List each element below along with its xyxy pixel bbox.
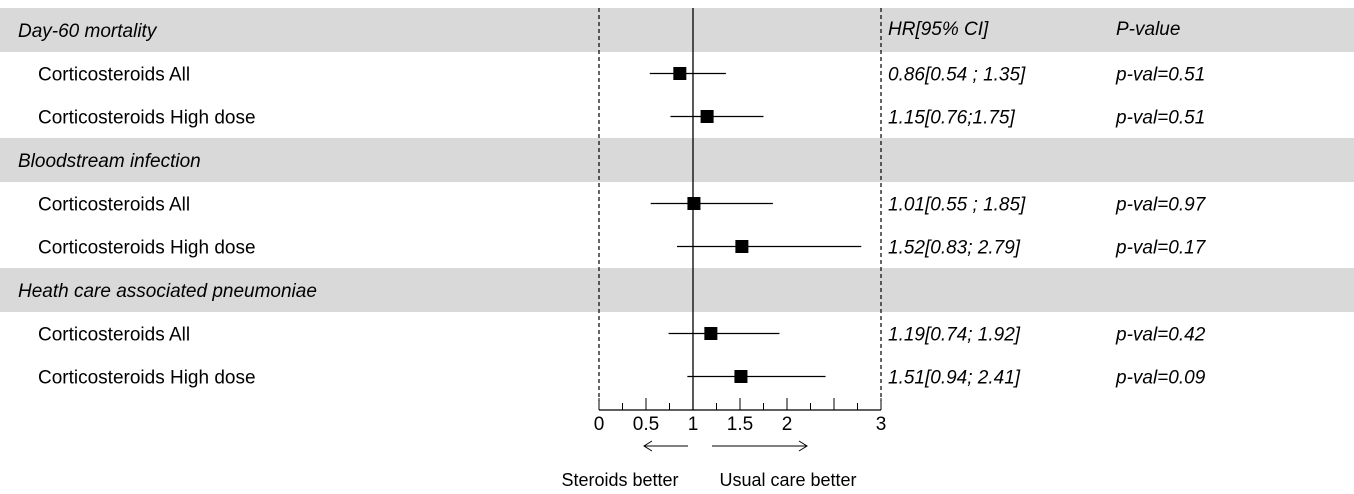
direction-left-label: Steroids better [561,470,678,490]
p-value-text: p-val=0.51 [1115,65,1205,86]
row-label: Corticosteroids All [38,65,190,86]
right-arrow-head [798,440,808,452]
direction-right-label: Usual care better [719,470,856,490]
x-axis: 0 0.5 1 1.5 2 3 [594,398,887,452]
group-band [0,8,1354,52]
p-value-text: p-val=0.17 [1115,238,1207,259]
hr-marker [673,67,687,80]
p-value-text: p-val=0.51 [1115,108,1205,129]
header-pvalue: P-value [1116,19,1180,40]
hr-marker [687,197,701,210]
hr-marker [735,240,749,253]
header-estimate: HR[95% CI] [888,19,989,40]
group-label: Day-60 mortality [18,21,158,42]
group-label: Heath care associated pneumoniae [18,281,317,302]
rows-layer: Day-60 mortality Corticosteroids All 0.86[… [18,21,1207,389]
p-value-text: p-val=0.97 [1115,195,1207,216]
direction-labels: Steroids better Usual care better [561,470,856,490]
column-headers: HR[95% CI] P-value [888,19,1180,40]
left-arrow-head [643,440,653,452]
group-band [0,138,1354,182]
row-label: Corticosteroids All [38,325,190,346]
hr-marker [704,327,718,340]
ci-text: 1.51[0.94; 2.41] [888,368,1021,389]
ci-text: 1.01[0.55 ; 1.85] [888,195,1026,216]
x-tick-label: 0 [594,414,605,435]
x-tick-label: 1.5 [727,414,753,435]
plot-frame [598,8,882,410]
p-value-text: p-val=0.42 [1115,325,1206,346]
ci-text: 0.86[0.54 ; 1.35] [888,65,1026,86]
row-label: Corticosteroids High dose [38,238,256,259]
row-label: Corticosteroids High dose [38,108,256,129]
ci-text: 1.52[0.83; 2.79] [888,238,1021,259]
group-bands [0,8,1354,312]
hr-marker [700,110,714,123]
row-label: Corticosteroids All [38,195,190,216]
group-label: Bloodstream infection [18,151,201,172]
x-tick-label: 1 [688,414,699,435]
p-value-text: p-val=0.09 [1115,368,1206,389]
x-tick-label: 3 [876,414,887,435]
ci-text: 1.15[0.76;1.75] [888,108,1015,129]
x-tick-label: 2 [782,414,793,435]
row-label: Corticosteroids High dose [38,368,256,389]
group-band [0,268,1354,312]
ci-text: 1.19[0.74; 1.92] [888,325,1021,346]
x-tick-label: 0.5 [633,414,659,435]
hr-marker [734,370,748,383]
